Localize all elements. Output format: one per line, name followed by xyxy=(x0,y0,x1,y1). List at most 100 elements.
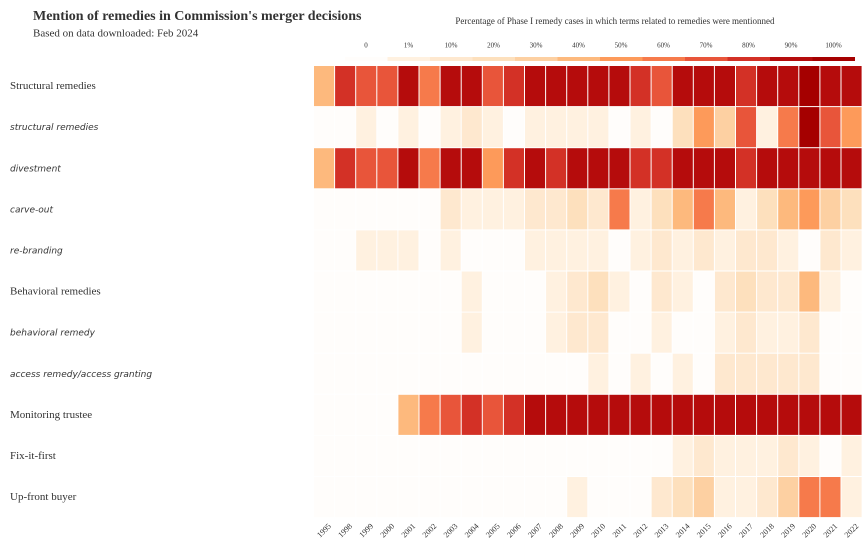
x-tick-label: 2012 xyxy=(632,522,650,540)
x-tick-label: 2010 xyxy=(590,522,608,540)
heat-cell xyxy=(588,477,609,518)
heat-cell xyxy=(841,353,862,394)
heat-cell xyxy=(314,148,335,189)
heat-cell xyxy=(609,107,630,148)
heat-cell xyxy=(799,66,820,107)
heat-cell xyxy=(356,353,377,394)
x-tick-label: 2003 xyxy=(442,522,460,540)
heat-cell xyxy=(841,435,862,476)
legend-tick-label: 30% xyxy=(530,42,543,50)
x-tick-label: 2021 xyxy=(822,522,840,540)
heat-cell xyxy=(503,107,524,148)
heat-cell xyxy=(546,477,567,518)
heat-cell xyxy=(335,148,356,189)
heat-cell xyxy=(546,312,567,353)
heat-cell xyxy=(672,477,693,518)
heat-cell xyxy=(820,107,841,148)
heat-cell xyxy=(651,271,672,312)
heat-cell xyxy=(482,353,503,394)
heat-cell xyxy=(651,435,672,476)
heat-cell xyxy=(799,312,820,353)
heat-cell xyxy=(757,230,778,271)
heat-cell xyxy=(651,148,672,189)
heat-cell xyxy=(757,271,778,312)
heat-cell xyxy=(820,230,841,271)
heat-cell xyxy=(630,435,651,476)
heat-cell xyxy=(757,189,778,230)
heat-cell xyxy=(356,189,377,230)
heat-cell xyxy=(525,312,546,353)
heat-cell xyxy=(588,66,609,107)
heat-cell xyxy=(588,394,609,435)
heat-cell xyxy=(588,312,609,353)
heat-cell xyxy=(799,107,820,148)
x-tick-label: 2001 xyxy=(400,522,418,540)
x-tick-label: 2000 xyxy=(379,522,397,540)
heat-cell xyxy=(546,353,567,394)
heat-cell xyxy=(377,148,398,189)
legend-tick-label: 10% xyxy=(445,42,458,50)
heat-cell xyxy=(651,189,672,230)
heat-cell xyxy=(820,66,841,107)
heat-cell xyxy=(546,230,567,271)
heat-cell xyxy=(419,66,440,107)
heat-cell xyxy=(799,394,820,435)
heat-cell xyxy=(820,435,841,476)
row-label: access remedy/access granting xyxy=(10,370,152,380)
heat-cell xyxy=(503,394,524,435)
heat-cell xyxy=(314,394,335,435)
x-tick-label: 1998 xyxy=(336,522,354,540)
legend-swatch xyxy=(472,57,515,61)
heat-cell xyxy=(335,435,356,476)
heat-cell xyxy=(736,394,757,435)
x-tick-label: 2005 xyxy=(484,522,502,540)
heat-cell xyxy=(567,66,588,107)
row-label: divestment xyxy=(10,164,61,174)
heat-cell xyxy=(693,107,714,148)
heat-cell xyxy=(841,189,862,230)
heat-cell xyxy=(609,394,630,435)
chart-subtitle: Based on data downloaded: Feb 2024 xyxy=(33,28,199,40)
heat-cell xyxy=(820,394,841,435)
legend-tick-label: 0 xyxy=(364,42,368,50)
heat-cell xyxy=(356,148,377,189)
heat-cell xyxy=(546,189,567,230)
heat-cell xyxy=(672,271,693,312)
heat-cell xyxy=(778,189,799,230)
x-tick-label: 1995 xyxy=(315,522,333,540)
heat-cell xyxy=(714,477,735,518)
heat-cell xyxy=(630,189,651,230)
heat-cell xyxy=(419,271,440,312)
x-tick-label: 2020 xyxy=(801,522,819,540)
heat-cell xyxy=(440,477,461,518)
heat-cell xyxy=(693,353,714,394)
heat-cell xyxy=(461,66,482,107)
heat-cell xyxy=(398,271,419,312)
heat-cell xyxy=(841,312,862,353)
heat-cell xyxy=(335,312,356,353)
heat-cell xyxy=(757,477,778,518)
heat-cell xyxy=(693,189,714,230)
heat-cell xyxy=(820,312,841,353)
heat-cell xyxy=(778,312,799,353)
heat-cell xyxy=(440,271,461,312)
legend-swatch xyxy=(642,57,685,61)
heat-cell xyxy=(757,312,778,353)
heat-cell xyxy=(672,394,693,435)
heat-cell xyxy=(314,477,335,518)
heat-cell xyxy=(314,435,335,476)
heat-cell xyxy=(546,435,567,476)
heat-cell xyxy=(525,189,546,230)
heat-cell xyxy=(778,435,799,476)
heat-cell xyxy=(567,312,588,353)
heat-cell xyxy=(609,435,630,476)
heat-cell xyxy=(525,477,546,518)
heat-cell xyxy=(503,312,524,353)
heat-cell xyxy=(651,312,672,353)
heat-cell xyxy=(714,189,735,230)
heat-cell xyxy=(630,353,651,394)
heat-cell xyxy=(714,230,735,271)
heat-cell xyxy=(672,435,693,476)
heat-cell xyxy=(503,477,524,518)
heat-cell xyxy=(314,230,335,271)
